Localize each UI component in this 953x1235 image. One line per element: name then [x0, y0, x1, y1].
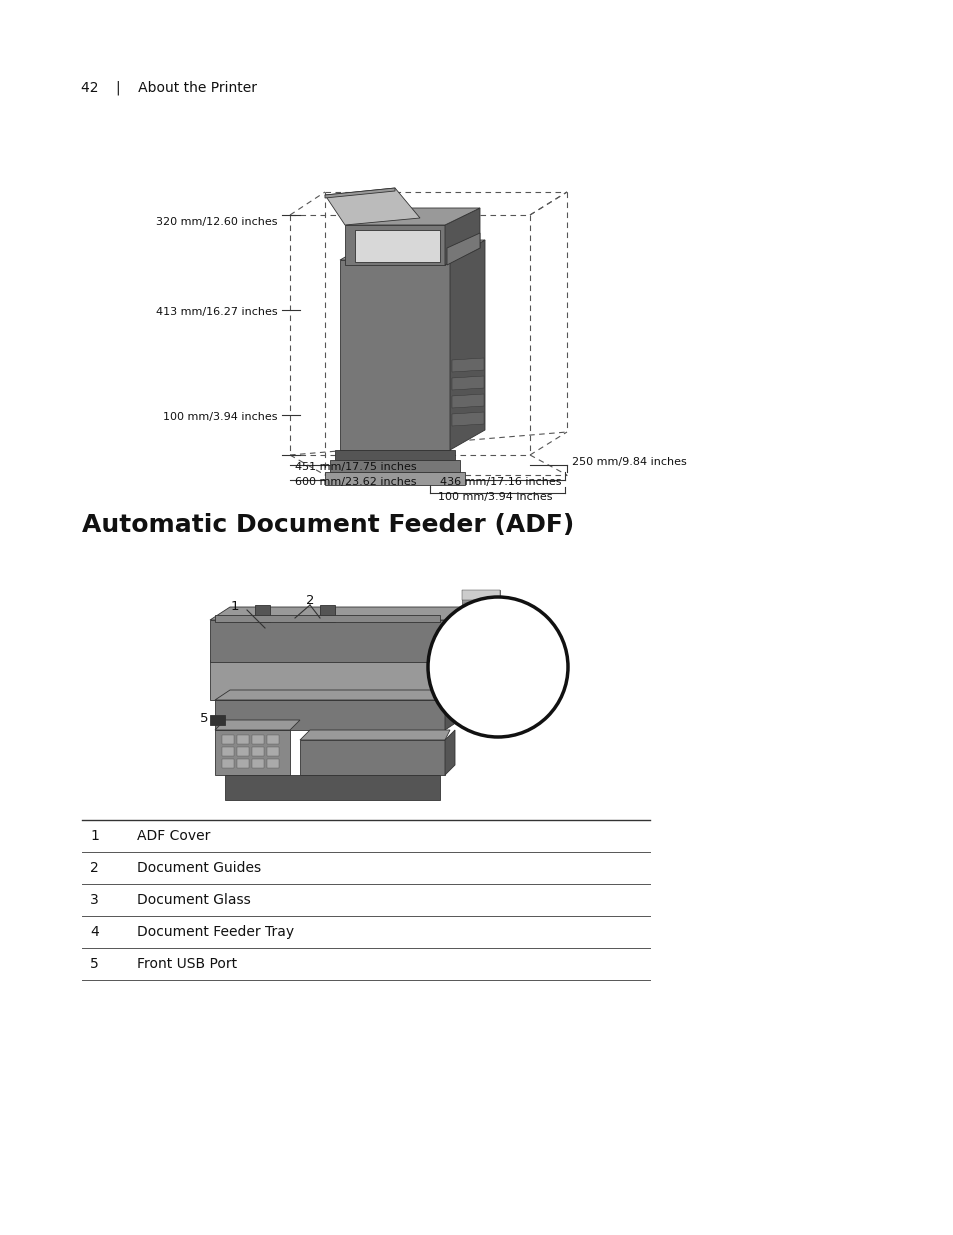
Polygon shape	[330, 459, 459, 472]
Polygon shape	[210, 659, 450, 700]
Text: 100 mm/3.94 inches: 100 mm/3.94 inches	[437, 492, 552, 501]
Polygon shape	[463, 627, 497, 631]
Polygon shape	[444, 207, 479, 266]
Polygon shape	[299, 740, 444, 776]
Text: 250 mm/9.84 inches: 250 mm/9.84 inches	[572, 457, 686, 467]
Text: 5: 5	[90, 957, 99, 971]
Text: 2: 2	[90, 861, 99, 876]
Polygon shape	[299, 730, 450, 740]
Polygon shape	[335, 450, 455, 459]
Polygon shape	[222, 747, 233, 756]
Polygon shape	[222, 735, 233, 743]
Polygon shape	[339, 261, 450, 450]
Text: Document Feeder Tray: Document Feeder Tray	[137, 925, 294, 939]
Polygon shape	[452, 394, 483, 408]
Polygon shape	[254, 605, 270, 622]
Text: Front USB Port: Front USB Port	[137, 957, 237, 971]
Polygon shape	[267, 747, 278, 756]
Polygon shape	[325, 472, 464, 485]
Text: 413 mm/16.27 inches: 413 mm/16.27 inches	[156, 308, 277, 317]
Polygon shape	[452, 375, 483, 390]
Text: 600 mm/23.62 inches: 600 mm/23.62 inches	[294, 477, 416, 487]
Polygon shape	[450, 606, 464, 700]
Text: 3: 3	[90, 893, 99, 906]
Polygon shape	[267, 735, 278, 743]
Polygon shape	[345, 225, 444, 266]
Text: 436 mm/17.16 inches: 436 mm/17.16 inches	[439, 477, 561, 487]
Polygon shape	[339, 240, 484, 261]
Polygon shape	[463, 621, 497, 625]
Polygon shape	[210, 715, 225, 725]
Polygon shape	[452, 358, 483, 372]
Text: 4: 4	[90, 925, 99, 939]
Polygon shape	[222, 760, 233, 768]
Polygon shape	[267, 760, 278, 768]
Text: Document Glass: Document Glass	[137, 893, 251, 906]
Circle shape	[428, 597, 567, 737]
Polygon shape	[214, 690, 459, 700]
Polygon shape	[319, 605, 335, 622]
Text: ADF Cover: ADF Cover	[137, 829, 211, 844]
Text: 451 mm/17.75 inches: 451 mm/17.75 inches	[294, 462, 416, 472]
Polygon shape	[252, 735, 264, 743]
Polygon shape	[214, 720, 299, 730]
Polygon shape	[355, 230, 439, 262]
Polygon shape	[236, 735, 249, 743]
Text: 5: 5	[199, 711, 208, 725]
Polygon shape	[463, 609, 497, 613]
Text: 4: 4	[475, 676, 483, 688]
Text: 1: 1	[90, 829, 99, 844]
Polygon shape	[444, 690, 459, 730]
Polygon shape	[214, 730, 290, 776]
Text: Automatic Document Feeder (ADF): Automatic Document Feeder (ADF)	[82, 513, 574, 537]
Polygon shape	[214, 700, 444, 730]
Polygon shape	[452, 412, 483, 426]
Polygon shape	[447, 233, 479, 266]
Text: Document Guides: Document Guides	[137, 861, 261, 876]
Polygon shape	[463, 615, 497, 619]
Polygon shape	[214, 615, 439, 622]
Polygon shape	[252, 747, 264, 756]
Polygon shape	[236, 747, 249, 756]
Polygon shape	[461, 590, 499, 640]
Polygon shape	[325, 188, 419, 225]
Text: 3: 3	[537, 621, 546, 635]
Polygon shape	[252, 760, 264, 768]
Text: 1: 1	[231, 599, 239, 613]
Polygon shape	[450, 240, 484, 450]
Polygon shape	[444, 730, 455, 776]
Polygon shape	[461, 590, 499, 600]
Text: 42    |    About the Printer: 42 | About the Printer	[81, 80, 256, 95]
Text: 320 mm/12.60 inches: 320 mm/12.60 inches	[156, 217, 277, 227]
Polygon shape	[345, 207, 479, 225]
Polygon shape	[463, 603, 497, 606]
Text: 2: 2	[305, 594, 314, 608]
Polygon shape	[325, 188, 395, 198]
Polygon shape	[225, 776, 439, 800]
Polygon shape	[236, 760, 249, 768]
Text: 100 mm/3.94 inches: 100 mm/3.94 inches	[163, 412, 277, 422]
Polygon shape	[210, 620, 450, 662]
Polygon shape	[210, 606, 464, 620]
